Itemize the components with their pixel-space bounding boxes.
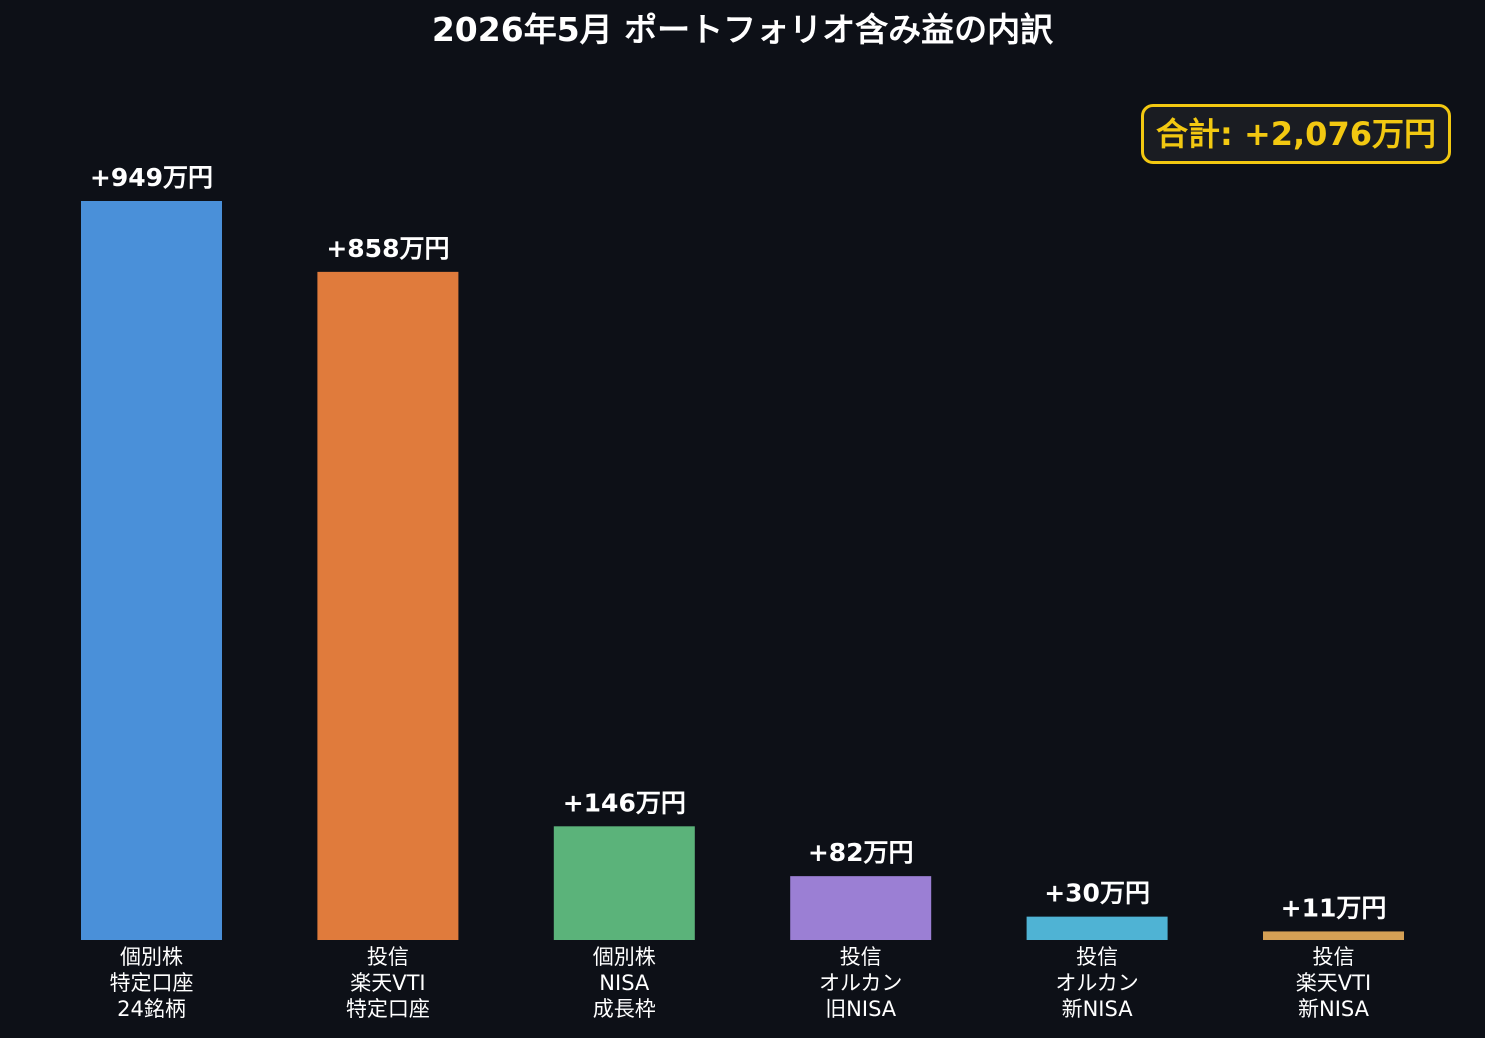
category-tick-label: 新NISA <box>1298 997 1370 1021</box>
category-tick-label: 楽天VTI <box>350 971 425 995</box>
category-tick-label: 投信 <box>840 945 882 969</box>
bar-value-label: +858万円 <box>326 234 449 263</box>
bar-4 <box>790 876 932 940</box>
bar-value-label: +82万円 <box>808 838 914 867</box>
category-tick-label: 個別株 <box>593 945 656 969</box>
category-tick-label: 投信 <box>1313 945 1355 969</box>
category-tick-label: 特定口座 <box>346 997 430 1021</box>
total-badge: 合計: +2,076万円 <box>1141 104 1451 164</box>
bar-6 <box>1263 931 1404 940</box>
bar-value-label: +11万円 <box>1281 893 1387 922</box>
bar-value-label: +30万円 <box>1044 879 1150 908</box>
bar-value-label: +146万円 <box>563 788 686 817</box>
bar-2 <box>317 271 459 940</box>
category-tick-label: NISA <box>599 971 650 995</box>
category-tick-label: 楽天VTI <box>1296 971 1371 995</box>
category-tick-label: 個別株 <box>120 945 183 969</box>
bar-3 <box>553 826 695 940</box>
category-tick-label: 投信 <box>367 945 409 969</box>
chart-title: 2026年5月 ポートフォリオ含み益の内訳 <box>431 10 1054 49</box>
category-tick-label: 新NISA <box>1062 997 1134 1021</box>
category-tick-label: 投信 <box>1076 945 1118 969</box>
bar-5 <box>1026 916 1168 940</box>
bar-1 <box>81 201 222 940</box>
category-tick-label: 24銘柄 <box>117 997 186 1021</box>
category-tick-label: オルカン <box>819 971 902 995</box>
bar-value-label: +949万円 <box>90 163 213 192</box>
category-tick-label: オルカン <box>1055 971 1138 995</box>
category-tick-label: 成長枠 <box>593 997 656 1021</box>
category-tick-label: 特定口座 <box>110 971 194 995</box>
category-tick-label: 旧NISA <box>825 997 897 1021</box>
